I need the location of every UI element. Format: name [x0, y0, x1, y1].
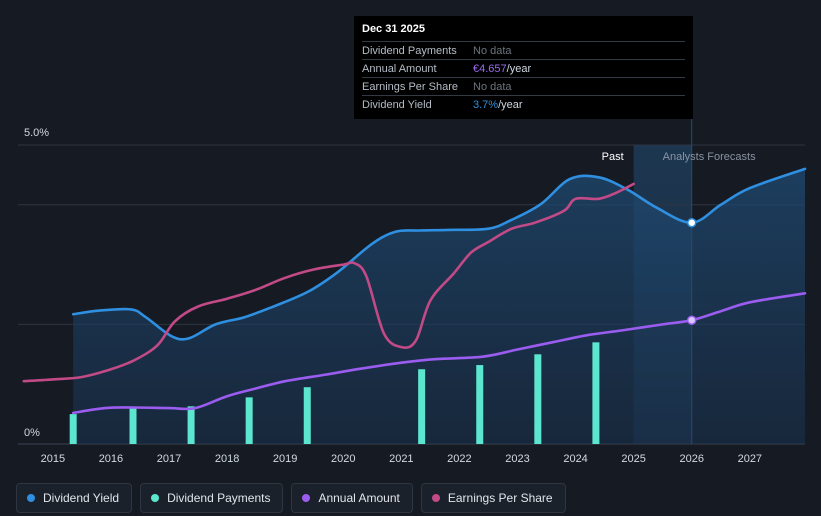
tooltip-value: No data	[473, 80, 512, 93]
x-tick-label: 2015	[41, 453, 65, 465]
x-tick-label: 2020	[331, 453, 355, 465]
x-tick-label: 2025	[621, 453, 645, 465]
legend-label: Earnings Per Share	[447, 491, 553, 505]
legend-label: Annual Amount	[318, 491, 400, 505]
x-tick-label: 2016	[99, 453, 123, 465]
tooltip: Dec 31 2025 Dividend Payments No data Annu…	[354, 16, 693, 119]
dividend-payment-bar	[187, 406, 195, 444]
annual-amount-marker	[686, 315, 697, 325]
annual-amount-line	[71, 292, 807, 415]
tooltip-title: Dec 31 2025	[362, 23, 425, 35]
legend-item-earnings-per-share[interactable]: Earnings Per Share	[420, 483, 566, 513]
tooltip-row: Earnings Per Share No data	[362, 77, 685, 95]
dividend-yield-marker	[686, 217, 697, 228]
dividend-payment-bar	[69, 414, 77, 444]
tooltip-unit: /year	[498, 98, 523, 111]
earnings-per-share-line	[22, 182, 635, 383]
x-tick-label: 2024	[563, 453, 587, 465]
dividend-payment-bar	[418, 369, 426, 444]
legend-dot-icon	[27, 494, 35, 502]
tooltip-key: Earnings Per Share	[362, 80, 458, 93]
legend-label: Dividend Payments	[167, 491, 271, 505]
dividend-yield-area	[73, 168, 805, 444]
dividend-payment-bar	[534, 354, 542, 444]
past-label: Past	[602, 151, 624, 163]
legend-item-annual-amount[interactable]: Annual Amount	[291, 483, 413, 513]
dividend-payment-bar	[592, 342, 600, 444]
tooltip-unit: /year	[506, 62, 532, 75]
tooltip-key: Dividend Payments	[362, 44, 457, 57]
legend: Dividend Yield Dividend Payments Annual …	[16, 483, 566, 513]
x-tick-label: 2026	[679, 453, 703, 465]
tooltip-row: Dividend Yield 3.7%/year	[362, 95, 685, 113]
tooltip-row: Dividend Payments No data	[362, 41, 685, 59]
tooltip-key: Annual Amount	[362, 62, 437, 75]
legend-dot-icon	[151, 494, 160, 502]
dividend-payment-bar	[476, 365, 484, 444]
forecast-label: Analysts Forecasts	[663, 151, 756, 163]
tooltip-value: 3.7%	[473, 98, 499, 111]
legend-item-dividend-payments[interactable]: Dividend Payments	[140, 483, 284, 513]
tooltip-value: €4.657	[473, 62, 507, 75]
y-axis-label-bottom: 0%	[24, 427, 40, 439]
legend-dot-icon	[302, 494, 311, 502]
tooltip-row: Annual Amount €4.657/year	[362, 59, 685, 77]
legend-item-dividend-yield[interactable]: Dividend Yield	[16, 483, 133, 513]
dividend-payment-bar	[129, 406, 137, 444]
y-axis-label-top: 5.0%	[24, 127, 49, 139]
legend-dot-icon	[431, 494, 440, 502]
x-tick-label: 2027	[738, 453, 762, 465]
tooltip-value: No data	[473, 44, 512, 57]
legend-label: Dividend Yield	[43, 491, 120, 505]
x-tick-label: 2021	[389, 453, 413, 465]
dividend-payment-bar	[245, 397, 253, 444]
tooltip-key: Dividend Yield	[362, 98, 432, 111]
x-tick-label: 2018	[215, 453, 239, 465]
x-tick-label: 2017	[157, 453, 181, 465]
dividend-yield-line	[71, 167, 807, 341]
x-tick-label: 2022	[447, 453, 471, 465]
x-tick-label: 2023	[505, 453, 529, 465]
dividend-payment-bar	[303, 387, 311, 444]
x-tick-label: 2019	[273, 453, 297, 465]
